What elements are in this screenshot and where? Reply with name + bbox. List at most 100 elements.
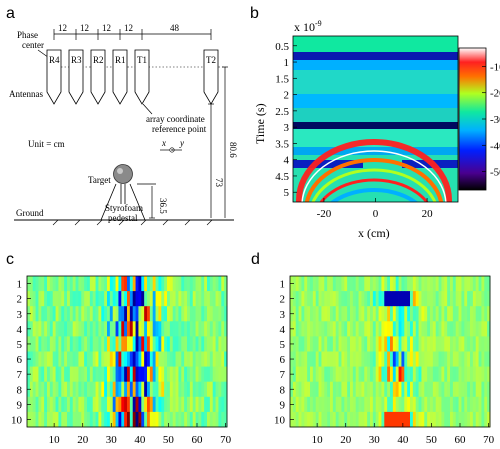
panel-c-cell <box>129 381 134 398</box>
antenna-r4: R4 <box>46 49 62 105</box>
panel-c-cell <box>107 411 111 428</box>
panel-c-cell <box>195 336 199 352</box>
panel-c-cell <box>67 396 71 413</box>
panel-c-cell <box>204 366 208 383</box>
panel-c-cell <box>141 351 145 367</box>
panel-c-cell <box>69 396 74 413</box>
panel-c-cell <box>181 396 185 413</box>
panel-c-cell <box>64 336 68 352</box>
panel-c-cell <box>164 336 168 352</box>
panel-d-cell <box>450 291 454 307</box>
panel-d-cell <box>307 351 311 367</box>
panel-d-cell <box>310 306 314 322</box>
panel-d-cell <box>412 306 417 322</box>
panel-c-cell <box>38 351 42 367</box>
panel-d-cell <box>415 336 419 352</box>
panel-c-cell <box>75 351 79 367</box>
panel-d-cell <box>295 351 299 367</box>
panel-c-cell <box>141 336 145 352</box>
panel-d-cell <box>378 336 382 352</box>
panel-d-cell <box>484 291 488 307</box>
panel-d-cell <box>332 336 337 352</box>
panel-c-cell <box>152 306 156 322</box>
panel-b-colorbar-tick-label: -10 <box>490 61 500 73</box>
panel-d-cell <box>375 411 379 428</box>
panel-c-cell <box>47 366 51 383</box>
panel-d-cell <box>350 321 354 337</box>
panel-c-frame <box>26 275 228 428</box>
panel-d-cell <box>307 291 311 307</box>
panel-d-cell <box>364 411 368 428</box>
panel-c-cell <box>95 396 99 413</box>
panel-d-cell <box>347 381 351 398</box>
panel-c-cell <box>207 381 211 398</box>
panel-c-cell <box>41 276 45 292</box>
panel-c-cell <box>44 366 48 383</box>
panel-c-cell <box>158 306 162 322</box>
panel-d-cell <box>304 381 308 398</box>
panel-d-cell <box>338 396 342 413</box>
panel-c-cell <box>38 381 42 398</box>
panel-d-cell <box>458 321 462 337</box>
antenna-r3: R3 <box>68 49 84 105</box>
panel-d-cell <box>315 411 319 428</box>
panel-d-cell <box>304 291 308 307</box>
panel-c-xtick-label: 20 <box>77 434 89 446</box>
panel-c-cell <box>81 351 85 367</box>
panel-d-cell <box>312 306 317 322</box>
panel-c-cell <box>141 366 145 383</box>
panel-c-cell <box>209 306 214 322</box>
panel-d-cell <box>452 396 457 413</box>
panel-d-cell <box>401 291 405 307</box>
panel-c-cell <box>181 306 185 322</box>
panel-d-cell <box>344 396 348 413</box>
panel-d-cell <box>344 411 348 428</box>
panel-d-cell <box>432 291 437 307</box>
panel-d-cell <box>301 351 305 367</box>
panel-c-cell <box>101 321 105 337</box>
panel-d-cell <box>401 396 405 413</box>
panel-c-cell <box>78 366 82 383</box>
panel-d-cell <box>441 336 445 352</box>
panel-d-cell <box>407 411 411 428</box>
panel-d-cell <box>424 411 428 428</box>
panel-d-cell <box>312 411 317 428</box>
panel-d-cell <box>444 396 448 413</box>
panel-c-cell <box>112 336 116 352</box>
panel-d-cell <box>447 321 451 337</box>
panel-d-cell <box>444 291 448 307</box>
panel-c-cell <box>189 306 194 322</box>
panel-d-cell <box>330 396 334 413</box>
panel-d-cell <box>301 366 305 383</box>
panel-d-cell <box>307 336 311 352</box>
panel-c-cell <box>147 306 151 322</box>
panel-d-cell <box>301 306 305 322</box>
panel-d-cell <box>415 396 419 413</box>
panel-d-cell <box>341 276 345 292</box>
panel-c-cell <box>81 396 85 413</box>
panel-d-cell <box>358 411 362 428</box>
panel-d-cell <box>315 306 319 322</box>
panel-c-cell <box>118 411 122 428</box>
panel-d-cell <box>352 336 357 352</box>
panel-d-cell <box>372 306 377 322</box>
panel-d-cell <box>470 366 474 383</box>
panel-d-cell <box>475 336 479 352</box>
panel-d-cell <box>378 351 382 367</box>
panel-d-cell <box>395 306 399 322</box>
panel-d-cell <box>387 306 391 322</box>
panel-d-cell <box>364 366 368 383</box>
antenna-r1: R1 <box>112 49 128 105</box>
panel-c-cell <box>127 306 131 322</box>
panel-c-cell <box>101 306 105 322</box>
panel-d-cell <box>338 321 342 337</box>
panel-c-cell <box>69 411 74 428</box>
panel-c-cell <box>207 321 211 337</box>
panel-d-cell <box>475 381 479 398</box>
panel-c-cell <box>195 351 199 367</box>
panel-b-xtick-label: 20 <box>422 208 434 220</box>
panel-d-cell <box>412 366 417 383</box>
panel-c-cell <box>144 276 148 292</box>
panel-d-cell <box>444 381 448 398</box>
panel-c-cell <box>98 351 102 367</box>
